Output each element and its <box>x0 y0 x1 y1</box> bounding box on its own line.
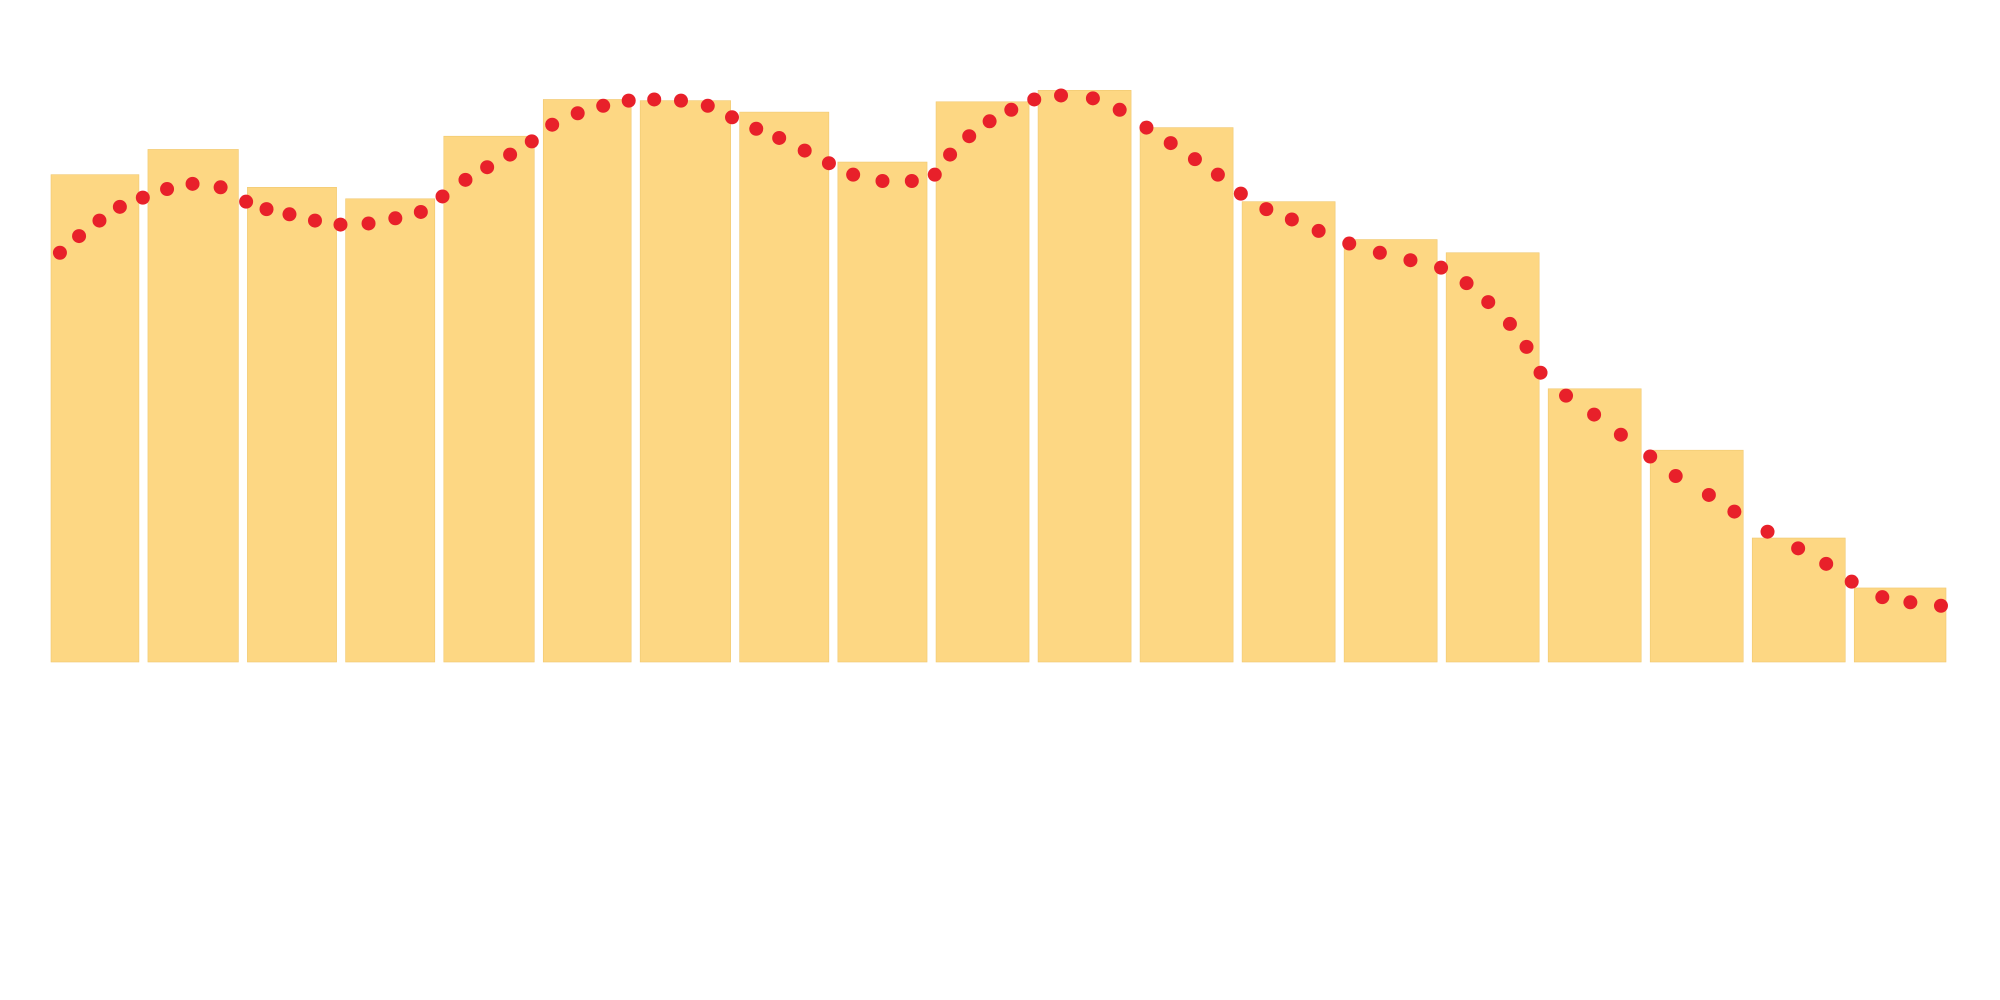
point <box>92 213 107 228</box>
point <box>480 160 495 175</box>
point <box>725 110 740 125</box>
point <box>875 173 890 188</box>
point <box>1533 365 1548 380</box>
point <box>524 134 539 149</box>
point <box>982 114 997 129</box>
point <box>1284 212 1299 227</box>
point <box>1163 136 1178 151</box>
point <box>647 92 662 107</box>
point <box>1760 524 1775 539</box>
point <box>943 147 958 162</box>
point <box>962 129 977 144</box>
point <box>821 156 836 171</box>
bar <box>1139 127 1234 663</box>
point <box>1613 427 1628 442</box>
point <box>1054 88 1069 103</box>
point <box>1559 388 1574 403</box>
point <box>259 202 274 217</box>
bar <box>935 101 1030 663</box>
point <box>112 199 127 214</box>
point <box>1727 504 1742 519</box>
point <box>1210 167 1225 182</box>
point <box>545 117 560 132</box>
point <box>361 216 376 231</box>
bar <box>739 111 830 663</box>
point <box>160 182 175 197</box>
bar <box>1037 89 1132 663</box>
point <box>72 229 87 244</box>
point <box>700 98 715 113</box>
point <box>1187 152 1202 167</box>
point <box>1481 295 1496 310</box>
point <box>213 180 228 195</box>
point <box>927 167 942 182</box>
point <box>1519 339 1534 354</box>
bar <box>1649 449 1744 663</box>
point <box>1139 120 1154 135</box>
point <box>1311 223 1326 238</box>
bar <box>837 161 928 663</box>
bar <box>639 100 731 663</box>
point <box>1233 186 1248 201</box>
bar <box>1751 537 1846 663</box>
bar <box>1547 388 1642 663</box>
point <box>1085 91 1100 106</box>
point <box>185 176 200 191</box>
point <box>749 121 764 136</box>
point <box>1004 102 1019 117</box>
point <box>1459 276 1474 291</box>
point <box>1027 92 1042 107</box>
bar <box>1853 587 1947 663</box>
bar <box>247 187 337 663</box>
point <box>239 194 254 209</box>
bar <box>443 135 535 663</box>
point <box>1643 449 1658 464</box>
point <box>52 245 67 260</box>
point <box>846 167 861 182</box>
point <box>621 93 636 108</box>
point <box>1819 556 1834 571</box>
point <box>596 98 611 113</box>
point <box>282 207 297 222</box>
point <box>772 130 787 145</box>
bar <box>1343 239 1438 663</box>
point <box>1933 598 1948 613</box>
point <box>1701 487 1716 502</box>
bar <box>1445 252 1540 663</box>
point <box>1342 236 1357 251</box>
point <box>413 204 428 219</box>
point <box>1903 595 1918 610</box>
bar <box>1241 201 1336 663</box>
point <box>1791 541 1806 556</box>
point <box>1844 574 1859 589</box>
point <box>333 217 348 232</box>
point <box>135 190 150 205</box>
point <box>307 213 322 228</box>
point <box>673 93 688 108</box>
point <box>388 211 403 226</box>
point <box>797 143 812 158</box>
point <box>570 106 585 121</box>
point <box>1434 260 1449 275</box>
point <box>435 189 450 204</box>
bar <box>147 149 239 663</box>
point <box>1668 469 1683 484</box>
point <box>1502 316 1517 331</box>
bar <box>345 198 436 663</box>
point <box>1112 102 1127 117</box>
point <box>1403 253 1418 268</box>
point <box>458 172 473 187</box>
point <box>1587 407 1602 422</box>
point <box>1259 202 1274 217</box>
point <box>1372 245 1387 260</box>
bar <box>542 99 632 663</box>
point <box>904 173 919 188</box>
point <box>1875 590 1890 605</box>
point <box>503 147 518 162</box>
